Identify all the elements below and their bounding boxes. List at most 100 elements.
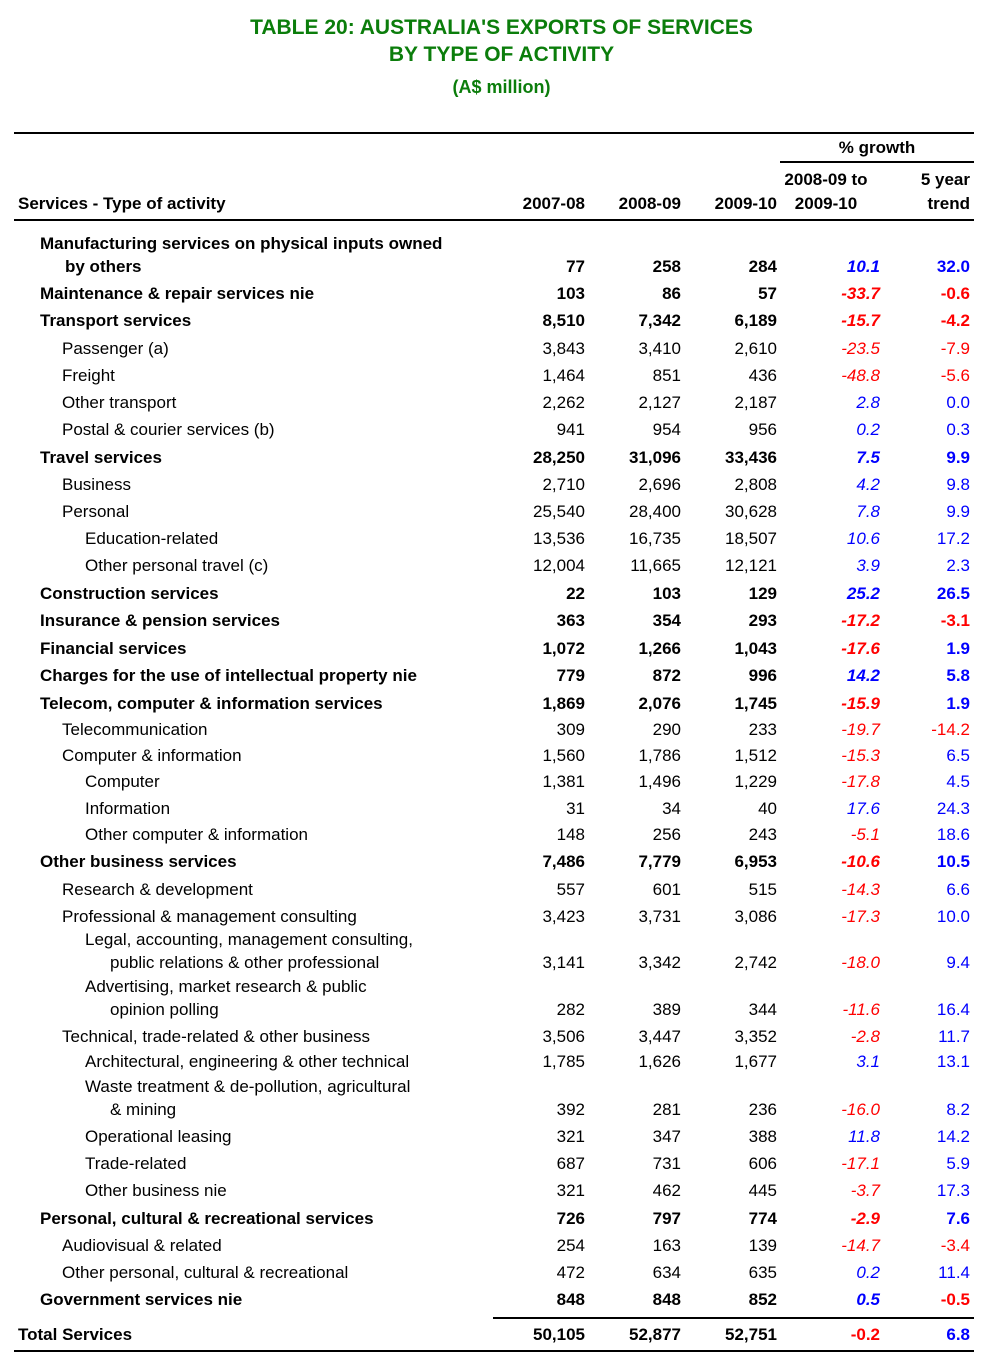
row-growth: 7.5: [856, 448, 880, 467]
row-value-2: 731: [652, 1154, 681, 1173]
row-value-1: 779: [556, 666, 585, 685]
row-value-1: 13,536: [533, 529, 585, 548]
row-growth: 4.2: [856, 475, 880, 494]
row-label: Other business nie: [85, 1181, 227, 1200]
row-value-3: 1,677: [734, 1052, 777, 1071]
row-trend: 9.9: [946, 448, 970, 467]
row-value-2: 2,076: [638, 694, 681, 713]
row-growth: -18.0: [841, 953, 880, 972]
row-value-2: 462: [652, 1181, 681, 1200]
row-value-2: 1,626: [638, 1052, 681, 1071]
row-value-1: 22: [566, 584, 585, 603]
row-growth: -15.7: [841, 311, 880, 330]
row-trend: 24.3: [936, 799, 970, 818]
row-value-1: 28,250: [533, 448, 585, 467]
row-value-1: 687: [556, 1154, 585, 1173]
row-value-2: 7,779: [638, 852, 681, 871]
row-value-2: 1,496: [638, 772, 681, 791]
row-value-3: 236: [748, 1100, 777, 1119]
row-label: Freight: [62, 366, 115, 385]
row-label: Advertising, market research & public: [85, 977, 367, 996]
row-growth: 25.2: [846, 584, 880, 603]
row-trend: -7.9: [940, 339, 970, 358]
row-value-2: 3,731: [638, 907, 681, 926]
row-value-2: 163: [652, 1236, 681, 1255]
row-value-3: 3,086: [734, 907, 777, 926]
row-trend: 9.9: [946, 502, 970, 521]
row-value-3: 129: [748, 584, 777, 603]
row-value-1: 3,843: [542, 339, 585, 358]
row-value-1: 25,540: [533, 502, 585, 521]
row-label: Audiovisual & related: [62, 1236, 222, 1255]
row-label: Operational leasing: [85, 1127, 232, 1146]
row-trend: -0.6: [940, 284, 970, 303]
table-units: (A$ million): [452, 77, 551, 97]
row-value-3: 1,043: [734, 639, 777, 658]
row-label-continued: & mining: [110, 1100, 177, 1119]
row-trend: 5.8: [946, 666, 970, 685]
row-value-3: 635: [748, 1263, 777, 1282]
row-value-3: 284: [748, 257, 777, 276]
row-value-3: 436: [748, 366, 777, 385]
row-growth: 10.1: [846, 257, 880, 276]
row-trend: 1.9: [946, 694, 970, 713]
row-value-1: 392: [556, 1100, 585, 1119]
row-value-3: 956: [748, 420, 777, 439]
row-label: Other computer & information: [85, 825, 308, 844]
total-trend: 6.8: [946, 1325, 970, 1344]
total-label: Total Services: [18, 1325, 133, 1344]
row-value-3: 233: [748, 720, 777, 739]
row-value-3: 243: [748, 825, 777, 844]
row-value-2: 954: [652, 420, 681, 439]
row-trend: 7.6: [946, 1209, 970, 1228]
row-value-2: 3,410: [638, 339, 681, 358]
row-label: Computer & information: [62, 746, 242, 765]
row-label: Other business services: [40, 852, 237, 871]
row-label: Legal, accounting, management consulting…: [85, 930, 413, 949]
row-value-3: 30,628: [725, 502, 777, 521]
total-value-1: 50,105: [533, 1325, 585, 1344]
bottom-rule: [14, 1350, 974, 1352]
row-value-1: 1,560: [542, 746, 585, 765]
row-trend: 17.2: [936, 529, 970, 548]
row-label: Other personal travel (c): [85, 556, 269, 575]
row-value-2: 34: [662, 799, 681, 818]
row-value-3: 774: [748, 1209, 777, 1228]
row-value-3: 445: [748, 1181, 777, 1200]
row-trend: 9.8: [946, 475, 970, 494]
row-value-3: 6,189: [734, 311, 777, 330]
row-value-3: 293: [748, 611, 777, 630]
row-trend: 0.3: [946, 420, 970, 439]
row-label: Other transport: [62, 393, 177, 412]
row-value-3: 1,745: [734, 694, 777, 713]
row-value-2: 3,447: [638, 1027, 681, 1046]
row-trend: 11.4: [938, 1263, 970, 1282]
row-trend: 32.0: [936, 257, 970, 276]
total-value-2: 52,877: [629, 1325, 681, 1344]
row-trend: 16.4: [936, 1000, 970, 1019]
row-trend: 4.5: [946, 772, 970, 791]
growth-group-header: % growth: [838, 138, 916, 157]
row-trend: 5.9: [946, 1154, 970, 1173]
header-activity: Services - Type of activity: [18, 194, 226, 213]
row-label: Trade-related: [85, 1154, 187, 1173]
row-value-2: 2,696: [638, 475, 681, 494]
header-rule: [14, 219, 974, 221]
row-value-1: 557: [556, 880, 585, 899]
row-growth: -2.8: [850, 1027, 880, 1046]
row-label: Insurance & pension services: [40, 611, 280, 630]
row-trend: 0.0: [946, 393, 970, 412]
table-title-line1: TABLE 20: AUSTRALIA'S EXPORTS OF SERVICE…: [250, 16, 753, 39]
row-value-2: 31,096: [629, 448, 681, 467]
row-value-1: 848: [556, 1290, 585, 1309]
row-growth: -23.5: [841, 339, 880, 358]
header-growth-l1: 2008-09 to: [784, 170, 868, 189]
row-growth: -17.2: [841, 611, 880, 630]
row-growth: 3.9: [856, 556, 880, 575]
row-value-1: 1,381: [542, 772, 585, 791]
row-value-1: 1,869: [542, 694, 585, 713]
row-growth: -15.9: [841, 694, 880, 713]
row-value-1: 148: [556, 825, 585, 844]
row-label-continued: opinion polling: [110, 1000, 219, 1019]
